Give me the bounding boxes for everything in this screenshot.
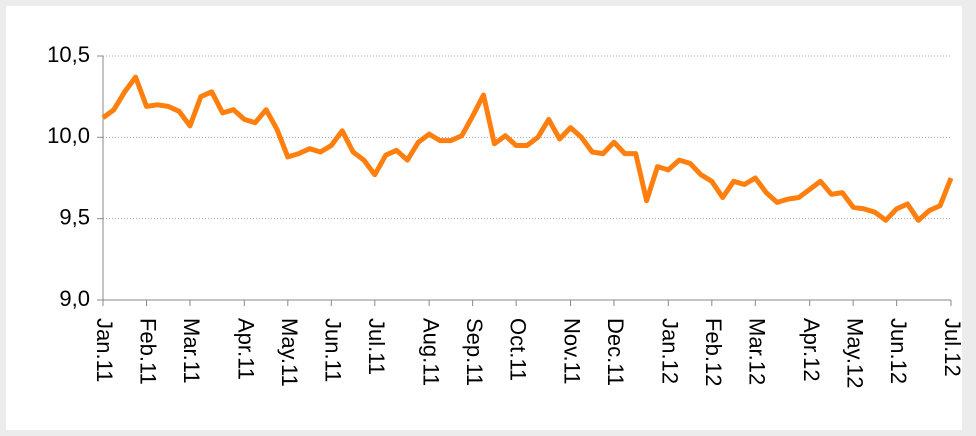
y-tick-label: 9,5 [59, 204, 90, 229]
chart-panel [6, 6, 962, 430]
x-tick-label: Jul.11 [364, 318, 389, 375]
x-tick-label: Dec.11 [603, 318, 628, 386]
x-tick-label: Jan.11 [92, 318, 117, 382]
y-tick-label: 10,0 [47, 123, 90, 148]
x-tick-label: May.12 [842, 318, 867, 389]
x-tick-label: Feb.11 [136, 318, 161, 385]
x-tick-label: Feb.12 [701, 318, 726, 387]
x-tick-label: Apr.12 [799, 318, 824, 382]
x-tick-label: Mar.11 [179, 318, 204, 384]
y-tick-label: 9,0 [59, 286, 90, 311]
data-line [101, 74, 954, 223]
x-tick-label: Apr.11 [234, 318, 259, 380]
x-tick-label: Nov.11 [560, 318, 585, 384]
x-tick-label: Mar.12 [744, 318, 769, 385]
x-tick-label: Jun.11 [320, 318, 345, 382]
x-tick-label: Sep.11 [462, 318, 487, 386]
x-tick-label: Jul.12 [940, 318, 965, 377]
y-tick-label: 10,5 [47, 42, 90, 67]
x-tick-label: Oct.11 [505, 318, 530, 381]
x-tick-label: Jan.12 [658, 318, 683, 384]
x-tick-label: Jun.12 [886, 318, 911, 384]
x-tick-label: Aug.11 [418, 318, 443, 386]
x-tick-label: May.11 [277, 318, 302, 387]
